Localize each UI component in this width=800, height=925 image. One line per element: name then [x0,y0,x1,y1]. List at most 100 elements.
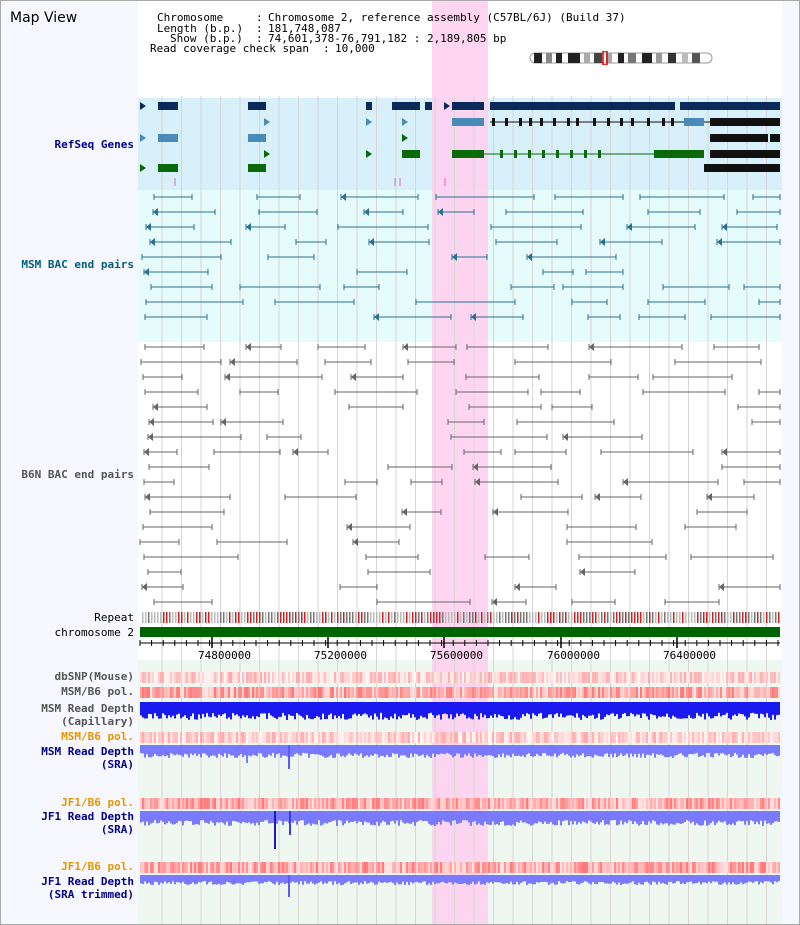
jf1-depth-sra [744,811,746,825]
jf1-pol-strip-1 [336,798,338,809]
jf1-pol-strip-2 [324,862,326,873]
jf1-pol-strip-2 [602,862,604,873]
msm-pol-strip-2 [684,732,686,743]
track-label-refseq[interactable]: RefSeq Genes [54,138,134,151]
dbsnp-strip [650,672,652,683]
msm-depth-cap [474,702,476,714]
jf1-depth-trim [584,875,586,882]
dbsnp-strip [510,672,512,683]
jf1-pol-strip-1 [186,798,188,809]
msm-pol-strip-1 [772,687,774,698]
jf1-pol-strip-1 [754,798,756,809]
msm-depth-sra [372,745,374,756]
track-label-jf1-depth-sra-1[interactable]: JF1 Read Depth [41,810,134,823]
dbsnp-strip [754,672,756,683]
jf1-pol-strip-2 [434,862,436,873]
jf1-pol-strip-1 [358,798,360,809]
jf1-pol-strip-1 [562,798,564,809]
track-label-b6n-bac[interactable]: B6N BAC end pairs [21,468,134,481]
msm-depth-cap [176,702,178,715]
jf1-depth-trim [554,875,556,885]
msm-depth-cap [514,702,516,718]
jf1-depth-sra [514,811,516,826]
track-label-msm-bac[interactable]: MSM BAC end pairs [21,258,134,271]
track-label-jf1-depth-trim-1[interactable]: JF1 Read Depth [41,875,134,888]
jf1-depth-sra [446,811,448,822]
jf1-depth-trim [548,875,550,885]
gene-row-4-exon [570,150,573,158]
dbsnp-strip [444,672,446,683]
gene-row-4-exon [598,150,601,158]
jf1-pol-strip-1 [152,798,154,809]
msm-depth-cap [752,702,754,713]
msm-pol-strip-2 [392,732,394,743]
jf1-pol-strip-1 [240,798,242,809]
jf1-pol-strip-1 [510,798,512,809]
jf1-depth-sra [316,811,318,825]
jf1-pol-strip-1 [710,798,712,809]
msm-depth-sra [572,745,574,756]
msm-pol-strip-1 [210,687,212,698]
jf1-depth-trim [240,875,242,884]
track-label-repeat[interactable]: Repeat [94,611,134,624]
msm-pol-strip-1 [150,687,152,698]
jf1-pol-strip-2 [402,862,404,873]
msm-pol-strip-2 [560,732,562,743]
msm-pol-strip-2 [408,732,410,743]
jf1-depth-sra [562,811,564,822]
jf1-pol-strip-1 [220,798,222,809]
track-label-chromosome[interactable]: chromosome 2 [54,626,134,639]
msm-pol-strip-2 [188,732,190,743]
repeat-mark [169,612,171,623]
jf1-pol-strip-1 [760,798,762,809]
jf1-depth-sra [292,811,294,823]
msm-depth-sra [660,745,662,755]
track-label-msm-b6-pol-2[interactable]: MSM/B6 pol. [61,730,134,743]
msm-depth-cap [648,702,650,720]
msm-depth-cap [766,702,768,714]
jf1-pol-strip-2 [262,862,264,873]
track-label-dbsnp[interactable]: dbSNP(Mouse) [54,670,134,683]
track-label-msm-depth-cap-1[interactable]: MSM Read Depth [41,702,134,715]
msm-depth-sra [240,745,242,755]
msm-depth-cap [526,702,528,714]
dbsnp-strip [282,672,284,683]
jf1-depth-trim [434,875,436,885]
msm-pol-strip-2 [180,732,182,743]
track-label-msm-depth-sra-1[interactable]: MSM Read Depth [41,745,134,758]
msm-pol-strip-1 [702,687,704,698]
jf1-depth-sra [234,811,236,822]
info-colon-4: : [323,42,330,55]
jf1-depth-trim [664,875,666,884]
track-label-jf1-b6-pol-1[interactable]: JF1/B6 pol. [61,796,134,809]
chromosome-ideogram[interactable] [528,51,718,65]
msm-depth-sra [524,745,526,758]
msm-depth-sra [248,745,250,756]
msm-pol-strip-1 [232,687,234,698]
jf1-pol-strip-2 [332,862,334,873]
msm-pol-strip-1 [384,687,386,698]
msm-depth-cap [664,702,666,717]
track-label-msm-b6-pol-1[interactable]: MSM/B6 pol. [61,685,134,698]
jf1-depth-sra [356,811,358,824]
jf1-pol-strip-1 [548,798,550,809]
dbsnp-strip [228,672,230,683]
gene-row-2a-exon [452,118,484,126]
msm-depth-sra [684,745,686,757]
msm-depth-cap [438,702,440,715]
repeat-mark [367,612,369,623]
msm-depth-cap [362,702,364,715]
msm-depth-sra [590,745,592,757]
jf1-depth-trim [164,875,166,882]
track-label-jf1-b6-pol-2[interactable]: JF1/B6 pol. [61,860,134,873]
msm-depth-sra [530,745,532,757]
msm-bac-arrow [153,208,158,216]
dbsnp-strip [278,672,280,683]
dbsnp-strip [306,672,308,683]
jf1-depth-trim [172,875,174,882]
repeat-mark [415,612,417,623]
repeat-mark [298,612,300,623]
repeat-mark [700,612,702,623]
dbsnp-strip [492,672,494,683]
